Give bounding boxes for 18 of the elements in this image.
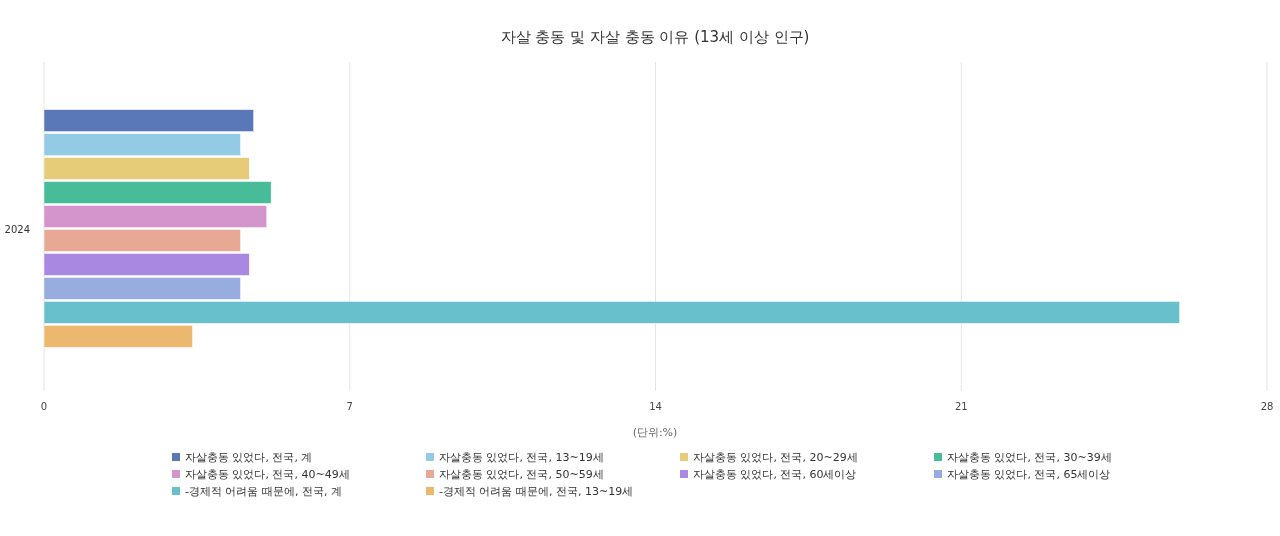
legend-label: -경제적 어려움 때문에, 전국, 13~19세 bbox=[439, 485, 634, 498]
x-tick-label: 14 bbox=[649, 401, 662, 412]
legend-label: 자살충동 있었다, 전국, 60세이상 bbox=[693, 468, 857, 481]
x-tick-label: 0 bbox=[40, 401, 48, 412]
legend-label: 자살충동 있었다, 전국, 65세이상 bbox=[947, 468, 1111, 481]
legend-label: 자살충동 있었다, 전국, 30~39세 bbox=[947, 451, 1112, 464]
legend-label: 자살충동 있었다, 전국, 40~49세 bbox=[185, 468, 350, 481]
x-axis-title: (단위:%) bbox=[632, 426, 678, 439]
chart-title: 자살 충동 및 자살 충동 이유 (13세 이상 인구) bbox=[500, 28, 810, 46]
x-tick-label: 21 bbox=[954, 401, 968, 412]
legend-label: 자살충동 있었다, 전국, 계 bbox=[185, 451, 313, 464]
x-tick-label: 28 bbox=[1260, 401, 1274, 412]
x-tick-label: 7 bbox=[346, 401, 353, 412]
legend-label: -경제적 어려움 때문에, 전국, 계 bbox=[185, 485, 342, 498]
legend-label: 자살충동 있었다, 전국, 13~19세 bbox=[439, 451, 604, 464]
y-tick-label: 2024 bbox=[4, 223, 30, 235]
legend-label: 자살충동 있었다, 전국, 50~59세 bbox=[439, 468, 604, 481]
legend-label: 자살충동 있었다, 전국, 20~29세 bbox=[693, 451, 858, 464]
